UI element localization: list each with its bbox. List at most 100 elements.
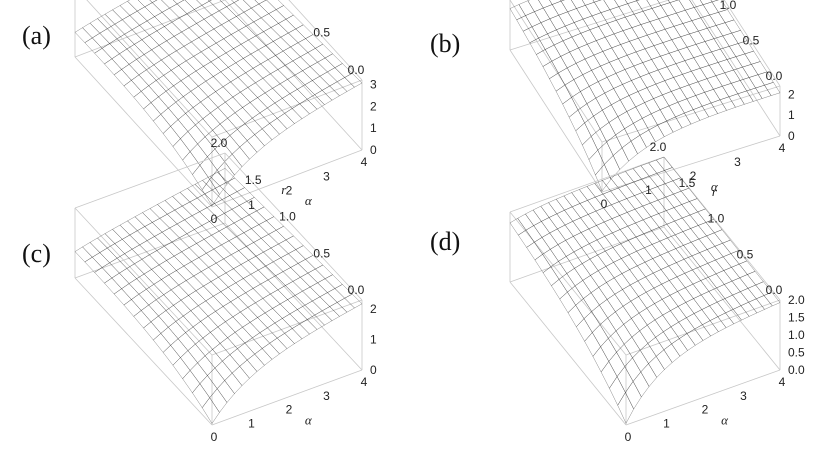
surface-patch — [551, 278, 568, 300]
bounding-box-edge — [601, 85, 781, 143]
surface-patch — [172, 138, 191, 161]
surface-patch — [633, 117, 650, 136]
surface-patch — [344, 72, 363, 88]
bounding-box-edge — [74, 207, 213, 356]
r-tick-label: 0.0 — [766, 69, 783, 83]
r-tick-label: 1.0 — [279, 0, 296, 2]
r-tick-label: 0.0 — [348, 283, 365, 297]
surface-patch — [660, 265, 678, 281]
bounding-box-edge — [211, 79, 363, 138]
z-tick-label: 1 — [370, 121, 377, 135]
surface-patch — [231, 365, 250, 386]
alpha-tick-label: 2 — [690, 169, 697, 183]
z-tick-label: 1 — [370, 333, 377, 347]
bounding-box-edge — [509, 49, 603, 193]
surface-patch — [678, 0, 695, 11]
surface-patch — [676, 272, 694, 289]
surface-mesh — [509, 156, 781, 424]
z-tick-label: 2 — [370, 302, 377, 316]
alpha-axis-label: α — [721, 412, 729, 427]
surface-patch — [559, 291, 577, 314]
surface-patch — [663, 343, 681, 363]
surface-mesh — [509, 0, 781, 192]
surface-patch — [560, 0, 577, 13]
surface-patch — [187, 124, 206, 145]
surface-patch — [285, 235, 304, 250]
surface-patch — [668, 262, 686, 278]
surface-patch — [207, 0, 212, 2]
surface-patch — [604, 88, 621, 106]
surface-patch — [612, 243, 630, 259]
surface-patch — [586, 97, 603, 117]
surface-patch — [628, 91, 645, 108]
z-tick-label: 2 — [788, 87, 795, 101]
surface-patch — [610, 99, 628, 117]
r-tick-label: 0.5 — [313, 246, 330, 260]
z-tick-label: 0 — [370, 143, 377, 157]
surface-patch — [612, 147, 630, 170]
surface-patch — [143, 321, 162, 341]
surface-patch — [295, 24, 314, 39]
surface-patch — [233, 0, 252, 13]
surface-patch — [256, 206, 275, 221]
surface-patch — [684, 269, 702, 285]
panel-label: (c) — [22, 239, 51, 268]
surface-patch — [724, 294, 742, 310]
surface-patch — [133, 310, 152, 329]
surface-patch — [127, 0, 146, 12]
surface-patch — [630, 134, 647, 155]
surface-patch — [582, 135, 599, 161]
surface-patch — [597, 141, 614, 165]
surface-patch — [544, 44, 562, 62]
surface-patch — [244, 117, 263, 135]
surface-patch — [556, 209, 574, 226]
surface-patch — [516, 15, 533, 32]
surface-patch — [285, 14, 304, 30]
surface-patch — [582, 69, 599, 87]
surface-patch — [344, 293, 363, 309]
surface-patch — [716, 298, 734, 314]
surface-patch — [180, 350, 198, 371]
bounding-box-edge — [288, 0, 363, 81]
surface-patch — [184, 0, 203, 10]
surface-patch — [162, 125, 181, 147]
surface-patch — [207, 367, 226, 390]
r-tick-label: 0.5 — [313, 26, 330, 40]
surface-patch — [151, 0, 171, 13]
surface-patch — [657, 120, 674, 138]
alpha-tick-label: 4 — [779, 375, 786, 389]
surface-patch — [548, 198, 565, 215]
surface-patch — [172, 357, 191, 380]
panel-label: (d) — [430, 227, 460, 256]
bounding-box-edge — [211, 299, 363, 356]
surface-patch — [150, 96, 169, 115]
surface-patch — [613, 84, 630, 101]
surface-patch — [216, 380, 235, 403]
surface-patch — [648, 355, 665, 378]
r-tick-label: 0.5 — [737, 247, 754, 261]
surface-patch — [314, 264, 334, 280]
surface-patch — [620, 254, 638, 270]
r-tick-label: 2.0 — [211, 136, 228, 150]
surface-patch — [180, 131, 198, 152]
bounding-box-edge — [74, 277, 213, 426]
z-tick-label: 2 — [370, 99, 377, 113]
r-tick-label: 1.0 — [720, 0, 737, 12]
surface-patch — [590, 128, 608, 151]
surface-patch — [192, 164, 211, 191]
surface-patch — [229, 128, 248, 148]
alpha-tick-label: 3 — [323, 389, 330, 403]
alpha-axis-label: α — [305, 193, 313, 208]
surface-patch — [224, 153, 243, 176]
surface-patch — [626, 106, 643, 124]
bounding-box-edge — [224, 0, 363, 151]
surface-patch — [557, 67, 575, 86]
surface-patch — [764, 82, 781, 96]
bounding-box-edge — [509, 0, 603, 143]
surface-patch — [616, 343, 633, 368]
surface-patch — [655, 349, 673, 370]
r-tick-label: 0.0 — [766, 283, 783, 297]
r-tick-label: 2.0 — [650, 140, 667, 154]
z-tick-label: 3 — [370, 77, 377, 91]
surface-patch — [668, 276, 686, 292]
